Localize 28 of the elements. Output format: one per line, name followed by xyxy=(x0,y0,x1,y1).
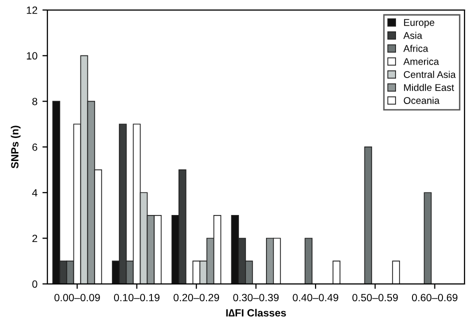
legend-label: America xyxy=(403,58,440,65)
y-axis-title: SNPs (n) xyxy=(10,126,21,168)
x-tick-label: 0.30–0.39 xyxy=(233,294,279,302)
legend-label: Central Asia xyxy=(404,70,456,78)
x-tick-label: 0.50–0.59 xyxy=(352,294,398,302)
bar xyxy=(392,260,400,284)
x-tick-label: 0.40–0.49 xyxy=(292,294,338,302)
legend-label: Asia xyxy=(403,32,422,39)
bar xyxy=(364,146,372,284)
x-tick-label: 0.60–0.69 xyxy=(412,294,458,302)
y-tick-label: 12 xyxy=(26,6,38,14)
y-tick-label: 2 xyxy=(32,234,38,242)
y-tick-label: 10 xyxy=(26,52,38,60)
bar xyxy=(424,192,432,284)
legend-label: Oceania xyxy=(404,96,440,104)
x-tick-label: 0.00–0.09 xyxy=(54,294,100,302)
legend-label: Europe xyxy=(404,19,434,28)
bar xyxy=(304,238,312,284)
y-tick-label: 6 xyxy=(32,143,38,151)
x-axis-title: I∆FI Classes xyxy=(226,308,286,317)
legend-label: Africa xyxy=(403,44,428,52)
y-tick-label: 0 xyxy=(32,280,38,288)
y-tick-label: 4 xyxy=(32,189,38,196)
bar xyxy=(332,260,340,284)
x-tick-label: 0.20–0.29 xyxy=(174,294,220,302)
x-tick-label: 0.10–0.19 xyxy=(114,294,160,302)
legend-label: Middle East xyxy=(404,84,454,91)
y-tick-label: 8 xyxy=(32,98,38,106)
